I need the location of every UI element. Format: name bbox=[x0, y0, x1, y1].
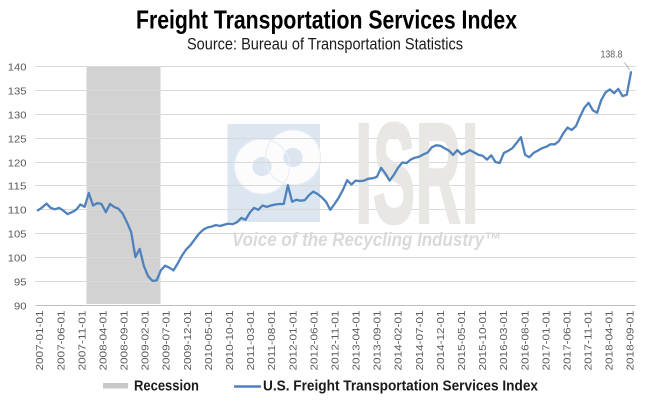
svg-text:138.8: 138.8 bbox=[601, 49, 623, 61]
svg-text:100: 100 bbox=[8, 253, 27, 265]
svg-text:2014-12-01: 2014-12-01 bbox=[435, 310, 447, 370]
svg-text:125: 125 bbox=[8, 134, 27, 146]
svg-text:Freight Transportation Service: Freight Transportation Services Index bbox=[136, 5, 517, 35]
svg-text:2012-11-01: 2012-11-01 bbox=[330, 310, 342, 370]
svg-text:U.S. Freight Transportation Se: U.S. Freight Transportation Services Ind… bbox=[263, 379, 538, 395]
svg-text:105: 105 bbox=[8, 229, 27, 241]
svg-text:115: 115 bbox=[8, 181, 27, 193]
svg-text:2007-11-01: 2007-11-01 bbox=[76, 310, 88, 370]
svg-text:140: 140 bbox=[8, 62, 27, 74]
svg-text:2017-01-01: 2017-01-01 bbox=[540, 310, 552, 370]
svg-text:2012-06-01: 2012-06-01 bbox=[308, 310, 320, 370]
svg-text:95: 95 bbox=[14, 277, 27, 289]
svg-text:Recession: Recession bbox=[134, 379, 199, 395]
svg-text:2009-02-01: 2009-02-01 bbox=[140, 310, 152, 370]
svg-text:2017-06-01: 2017-06-01 bbox=[562, 310, 574, 370]
svg-text:2014-07-01: 2014-07-01 bbox=[414, 310, 426, 370]
svg-text:Source: Bureau of Transportati: Source: Bureau of Transportation Statist… bbox=[187, 35, 463, 54]
svg-text:90: 90 bbox=[14, 301, 27, 313]
svg-text:2015-05-01: 2015-05-01 bbox=[456, 310, 468, 370]
svg-text:2011-03-01: 2011-03-01 bbox=[245, 310, 257, 370]
svg-text:2013-04-01: 2013-04-01 bbox=[351, 310, 363, 370]
svg-text:2018-04-01: 2018-04-01 bbox=[604, 310, 616, 370]
svg-text:2010-10-01: 2010-10-01 bbox=[224, 310, 236, 370]
svg-text:2018-09-01: 2018-09-01 bbox=[625, 310, 637, 370]
svg-text:2016-08-01: 2016-08-01 bbox=[519, 310, 531, 370]
svg-text:2009-12-01: 2009-12-01 bbox=[182, 310, 194, 370]
svg-text:120: 120 bbox=[8, 158, 27, 170]
svg-text:2010-05-01: 2010-05-01 bbox=[203, 310, 215, 370]
svg-text:2009-07-01: 2009-07-01 bbox=[161, 310, 173, 370]
svg-text:2014-02-01: 2014-02-01 bbox=[393, 310, 405, 370]
svg-text:130: 130 bbox=[8, 110, 27, 122]
svg-text:2017-11-01: 2017-11-01 bbox=[583, 310, 595, 370]
svg-text:2012-01-01: 2012-01-01 bbox=[287, 310, 299, 370]
svg-text:Voice of the Recycling Industr: Voice of the Recycling Industry™ bbox=[232, 229, 501, 251]
svg-text:2011-08-01: 2011-08-01 bbox=[266, 310, 278, 370]
svg-text:2008-04-01: 2008-04-01 bbox=[98, 310, 110, 370]
svg-text:2015-10-01: 2015-10-01 bbox=[477, 310, 489, 370]
svg-text:2013-09-01: 2013-09-01 bbox=[372, 310, 384, 370]
svg-text:110: 110 bbox=[8, 205, 27, 217]
svg-text:2007-06-01: 2007-06-01 bbox=[55, 310, 67, 370]
svg-text:2007-01-01: 2007-01-01 bbox=[34, 310, 46, 370]
svg-text:2008-09-01: 2008-09-01 bbox=[119, 310, 131, 370]
svg-text:135: 135 bbox=[8, 86, 27, 98]
svg-text:2016-03-01: 2016-03-01 bbox=[498, 310, 510, 370]
svg-text:ISRI: ISRI bbox=[355, 93, 479, 254]
